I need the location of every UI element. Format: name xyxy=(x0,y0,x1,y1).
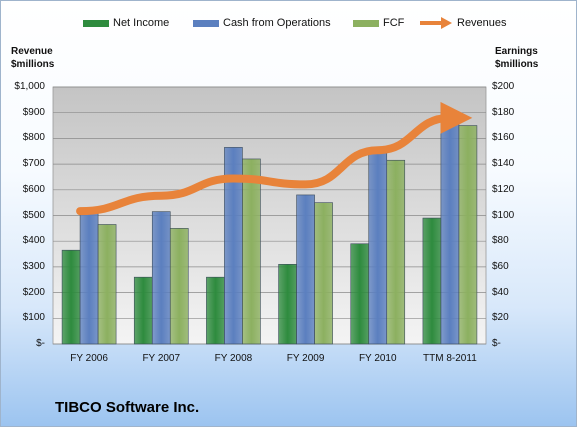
bar-fcf xyxy=(314,202,333,345)
right-tick-label: $80 xyxy=(492,235,509,247)
left-axis-title-line1: Revenue xyxy=(11,46,53,57)
left-axis-title-line2: $millions xyxy=(11,59,55,70)
left-axis-title: Revenue $millions xyxy=(11,45,54,71)
left-tick-label: $1,000 xyxy=(14,81,45,92)
legend: Net Income Cash from Operations FCF Reve… xyxy=(1,17,576,33)
x-tick-label: FY 2010 xyxy=(358,353,397,364)
left-tick-label: $400 xyxy=(22,235,45,247)
left-tick-label: $300 xyxy=(22,260,45,272)
right-tick-label: $120 xyxy=(492,183,515,195)
bar-cash-from-operations xyxy=(79,207,99,345)
bar-cash-from-operations xyxy=(368,150,388,345)
bar-net-income xyxy=(206,276,225,345)
bar-net-income xyxy=(61,249,81,345)
bar-cash-from-operations xyxy=(296,194,315,345)
legend-label-fcf: FCF xyxy=(383,17,405,29)
legend-arrow-icon xyxy=(420,17,452,29)
legend-swatch-fcf xyxy=(353,19,379,27)
right-tick-label: $180 xyxy=(492,106,515,118)
right-axis-title-line2: $millions xyxy=(495,59,539,70)
right-tick-label: $100 xyxy=(492,209,515,221)
left-tick-label: $100 xyxy=(22,312,45,324)
x-tick-label: FY 2009 xyxy=(286,353,325,364)
bar-net-income xyxy=(422,217,442,345)
chart-title: TIBCO Software Inc. xyxy=(55,399,200,416)
bar-fcf xyxy=(242,158,261,345)
legend-swatch-net-income xyxy=(83,19,109,27)
legend-item-revenues: Revenues xyxy=(419,17,507,29)
left-tick-label: $- xyxy=(36,338,45,349)
right-tick-label: $160 xyxy=(492,132,515,144)
right-axis-title: Earnings $millions xyxy=(495,45,538,71)
bar-fcf xyxy=(169,228,189,345)
legend-label-cash-from-operations: Cash from Operations xyxy=(223,17,331,29)
right-axis-title-line1: Earnings xyxy=(495,46,538,57)
bar-cash-from-operations xyxy=(151,211,171,345)
right-tick-label: $- xyxy=(492,338,501,349)
legend-label-net-income: Net Income xyxy=(113,17,170,29)
left-tick-label: $800 xyxy=(22,132,45,144)
left-tick-label: $700 xyxy=(22,158,45,170)
right-tick-label: $140 xyxy=(492,158,515,170)
x-tick-label: FY 2007 xyxy=(142,353,181,364)
legend-item-net-income: Net Income xyxy=(83,17,169,29)
bar-cash-from-operations xyxy=(440,112,460,345)
right-tick-label: $20 xyxy=(492,312,509,324)
left-tick-label: $500 xyxy=(22,209,45,221)
bar-fcf xyxy=(386,159,406,345)
left-tick-label: $900 xyxy=(22,106,45,118)
x-tick-label: FY 2006 xyxy=(70,353,108,364)
legend-item-fcf: FCF xyxy=(353,17,404,29)
right-tick-label: $40 xyxy=(492,286,509,298)
bar-fcf xyxy=(458,125,478,345)
bar-fcf xyxy=(97,224,117,345)
revenues-line xyxy=(76,101,473,216)
legend-label-revenues: Revenues xyxy=(457,17,507,29)
x-tick-label: TTM 8-2011 xyxy=(423,353,477,364)
left-tick-label: $600 xyxy=(22,183,45,195)
legend-item-cash-from-operations: Cash from Operations xyxy=(193,17,331,29)
right-tick-label: $200 xyxy=(492,81,515,92)
bar-net-income xyxy=(350,243,370,345)
left-tick-label: $200 xyxy=(22,286,45,298)
bar-net-income xyxy=(278,264,297,345)
legend-swatch-cash-from-operations xyxy=(193,19,219,27)
right-tick-label: $60 xyxy=(492,260,509,272)
bar-net-income xyxy=(133,276,153,345)
x-tick-label: FY 2008 xyxy=(214,353,253,364)
